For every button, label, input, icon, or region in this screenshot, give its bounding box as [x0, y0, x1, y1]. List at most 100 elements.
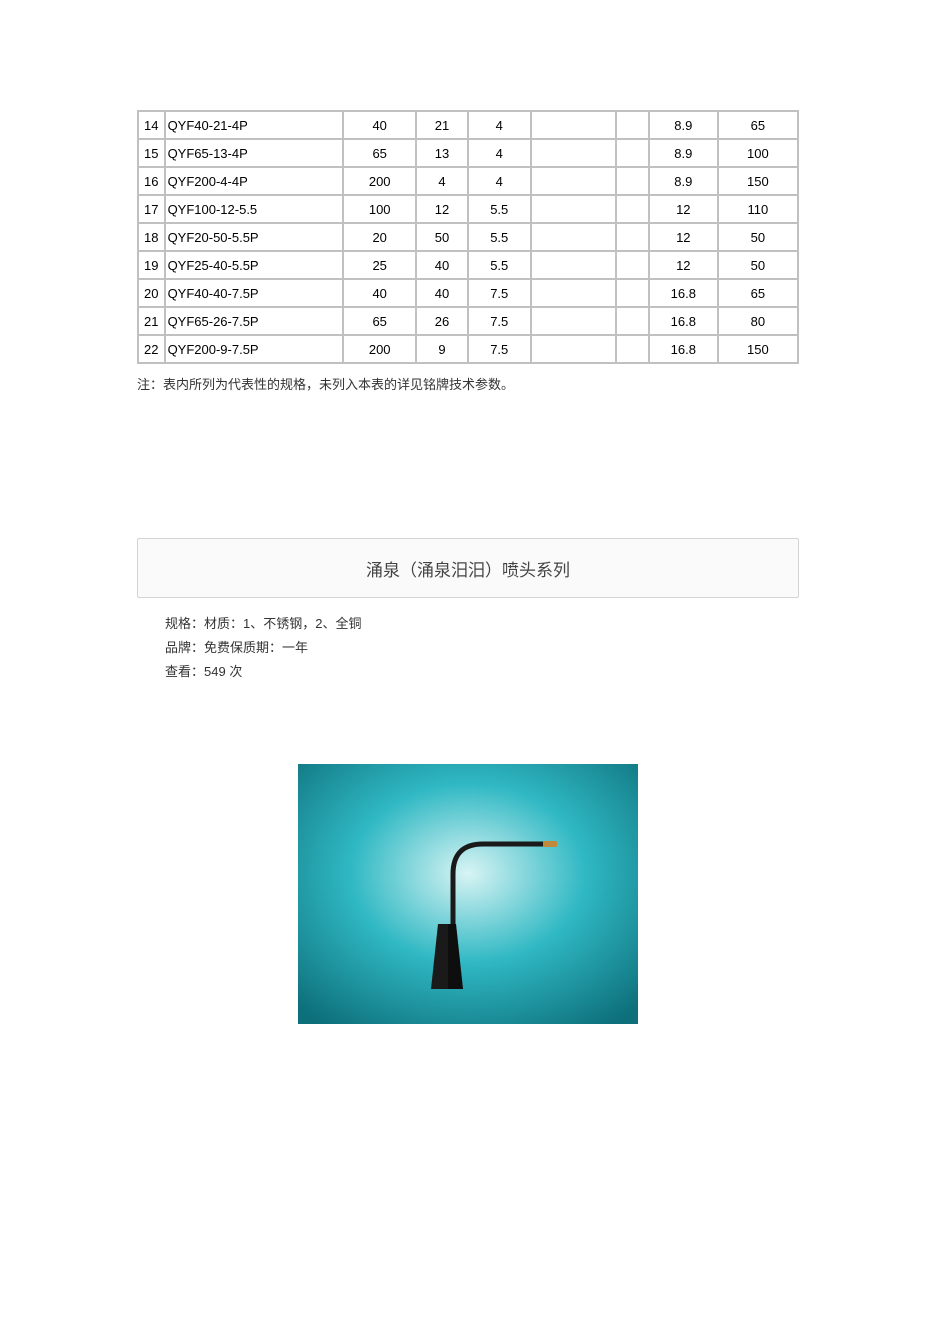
product-meta: 规格：材质：1、不锈钢，2、全铜 品牌：免费保质期：一年 查看：549 次: [165, 612, 799, 684]
table-cell: [617, 140, 648, 166]
table-cell: 12: [417, 196, 466, 222]
table-cell: 5.5: [469, 224, 530, 250]
spec-label: 规格：: [165, 616, 204, 631]
table-cell: [532, 112, 615, 138]
table-cell: QYF100-12-5.5: [166, 196, 342, 222]
table-cell: [617, 252, 648, 278]
table-cell: [532, 224, 615, 250]
table-cell: [617, 280, 648, 306]
table-cell: 17: [139, 196, 164, 222]
table-cell: 22: [139, 336, 164, 362]
product-image: [298, 764, 638, 1024]
table-cell: 16: [139, 168, 164, 194]
table-cell: 21: [139, 308, 164, 334]
table-cell: QYF40-21-4P: [166, 112, 342, 138]
table-cell: 16.8: [650, 280, 717, 306]
table-cell: 200: [344, 168, 415, 194]
table-row: 16QYF200-4-4P200448.9150: [139, 168, 797, 194]
table-cell: 15: [139, 140, 164, 166]
table-cell: 4: [469, 168, 530, 194]
table-cell: [617, 308, 648, 334]
view-label: 查看：: [165, 664, 204, 679]
table-cell: 13: [417, 140, 466, 166]
table-cell: [617, 224, 648, 250]
table-cell: 8.9: [650, 112, 717, 138]
table-cell: [532, 280, 615, 306]
table-cell: 19: [139, 252, 164, 278]
table-cell: 65: [719, 112, 797, 138]
brand-value: 免费保质期：一年: [204, 640, 308, 655]
table-cell: QYF25-40-5.5P: [166, 252, 342, 278]
table-cell: 12: [650, 224, 717, 250]
table-row: 17QYF100-12-5.5100125.512110: [139, 196, 797, 222]
table-cell: 7.5: [469, 280, 530, 306]
table-cell: 8.9: [650, 140, 717, 166]
table-cell: 50: [719, 224, 797, 250]
spec-value: 材质：1、不锈钢，2、全铜: [204, 616, 361, 631]
table-cell: QYF200-4-4P: [166, 168, 342, 194]
table-cell: [532, 336, 615, 362]
table-cell: 5.5: [469, 252, 530, 278]
table-cell: 9: [417, 336, 466, 362]
table-cell: 4: [469, 112, 530, 138]
table-note: 注：表内所列为代表性的规格，未列入本表的详见铭牌技术参数。: [137, 374, 799, 393]
table-cell: 7.5: [469, 308, 530, 334]
table-cell: 150: [719, 168, 797, 194]
view-count: 549: [204, 664, 226, 679]
spec-table: 14QYF40-21-4P402148.96515QYF65-13-4P6513…: [137, 110, 799, 364]
table-cell: [532, 196, 615, 222]
table-cell: 65: [344, 140, 415, 166]
product-title-box: 涌泉（涌泉汨汨）喷头系列: [137, 538, 799, 598]
table-cell: 200: [344, 336, 415, 362]
brand-label: 品牌：: [165, 640, 204, 655]
table-cell: [617, 196, 648, 222]
table-row: 19QYF25-40-5.5P25405.51250: [139, 252, 797, 278]
table-cell: 65: [719, 280, 797, 306]
table-cell: 100: [719, 140, 797, 166]
table-cell: 16.8: [650, 308, 717, 334]
table-cell: 40: [417, 252, 466, 278]
view-suffix: 次: [226, 664, 243, 679]
table-cell: QYF65-13-4P: [166, 140, 342, 166]
table-cell: 16.8: [650, 336, 717, 362]
table-cell: QYF65-26-7.5P: [166, 308, 342, 334]
product-brand-line: 品牌：免费保质期：一年: [165, 636, 799, 660]
table-cell: 4: [417, 168, 466, 194]
table-cell: 4: [469, 140, 530, 166]
table-cell: 110: [719, 196, 797, 222]
table-cell: [532, 140, 615, 166]
table-cell: [617, 168, 648, 194]
table-cell: QYF200-9-7.5P: [166, 336, 342, 362]
product-view-line: 查看：549 次: [165, 660, 799, 684]
table-row: 14QYF40-21-4P40214 8.965: [139, 112, 797, 138]
table-cell: 40: [344, 280, 415, 306]
table-row: 15QYF65-13-4P65134 8.9100: [139, 140, 797, 166]
product-title: 涌泉（涌泉汨汨）喷头系列: [366, 556, 570, 581]
table-cell: 50: [417, 224, 466, 250]
table-cell: 18: [139, 224, 164, 250]
table-cell: 5.5: [469, 196, 530, 222]
table-cell: 20: [139, 280, 164, 306]
product-spec-line: 规格：材质：1、不锈钢，2、全铜: [165, 612, 799, 636]
table-cell: QYF40-40-7.5P: [166, 280, 342, 306]
table-cell: 8.9: [650, 168, 717, 194]
table-cell: 100: [344, 196, 415, 222]
table-cell: 7.5: [469, 336, 530, 362]
table-cell: 40: [344, 112, 415, 138]
table-row: 20QYF40-40-7.5P40407.516.865: [139, 280, 797, 306]
table-cell: [532, 168, 615, 194]
table-row: 21QYF65-26-7.5P65267.516.880: [139, 308, 797, 334]
table-cell: 14: [139, 112, 164, 138]
table-cell: 65: [344, 308, 415, 334]
table-cell: [617, 336, 648, 362]
table-cell: 150: [719, 336, 797, 362]
table-cell: 26: [417, 308, 466, 334]
table-cell: 20: [344, 224, 415, 250]
table-cell: 40: [417, 280, 466, 306]
table-cell: [617, 112, 648, 138]
table-cell: 21: [417, 112, 466, 138]
table-cell: 25: [344, 252, 415, 278]
table-row: 18QYF20-50-5.5P20505.51250: [139, 224, 797, 250]
table-cell: [532, 308, 615, 334]
table-row: 22QYF200-9-7.5P20097.5 16.8150: [139, 336, 797, 362]
